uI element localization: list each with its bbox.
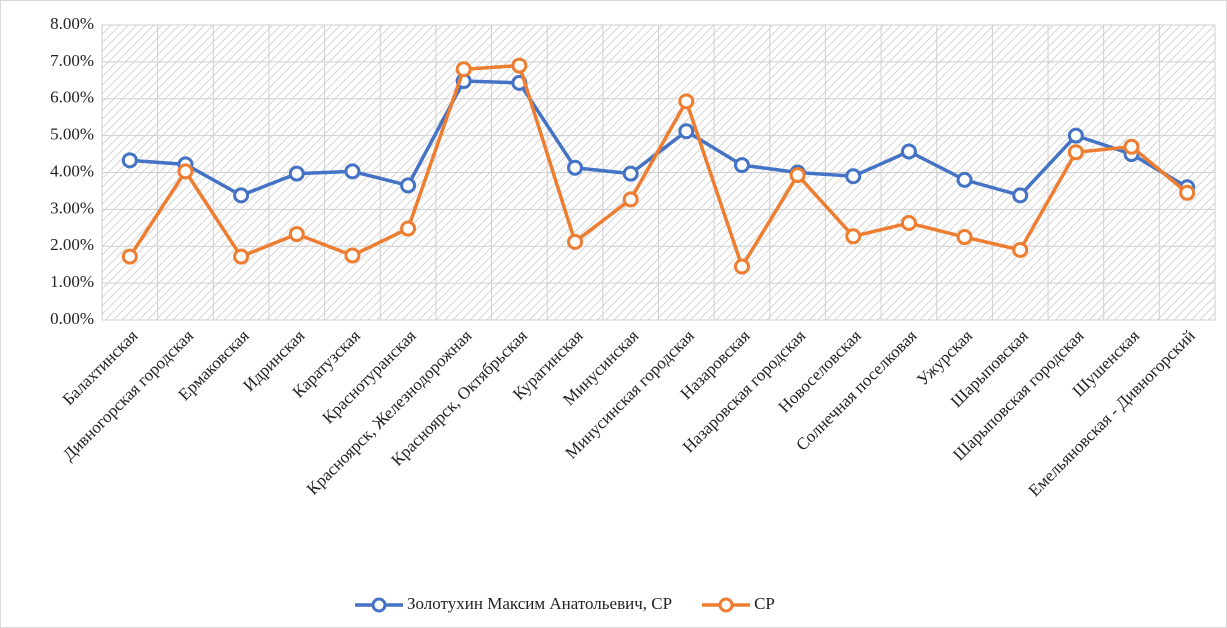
point bbox=[400, 177, 417, 194]
legend-label: СР bbox=[754, 594, 775, 613]
point bbox=[177, 163, 194, 180]
point bbox=[1123, 138, 1140, 155]
point bbox=[567, 233, 584, 250]
point bbox=[1012, 241, 1029, 258]
point bbox=[233, 248, 250, 265]
series-line bbox=[128, 63, 1189, 269]
y-tick-label: 2.00% bbox=[50, 235, 94, 254]
point bbox=[121, 152, 138, 169]
point bbox=[1012, 187, 1029, 204]
point bbox=[845, 228, 862, 245]
point bbox=[344, 247, 361, 264]
point bbox=[121, 248, 138, 265]
y-tick-label: 6.00% bbox=[50, 88, 94, 107]
y-tick-label: 3.00% bbox=[50, 198, 94, 217]
point bbox=[288, 165, 305, 182]
point bbox=[1067, 127, 1084, 144]
legend-label: Золотухин Максим Анатольевич, СР bbox=[407, 594, 672, 613]
point bbox=[733, 157, 750, 174]
point bbox=[622, 165, 639, 182]
point bbox=[288, 226, 305, 243]
point bbox=[900, 143, 917, 160]
y-tick-label: 0.00% bbox=[50, 309, 94, 328]
legend-marker bbox=[718, 597, 734, 613]
point bbox=[511, 57, 528, 74]
point bbox=[455, 61, 472, 78]
point bbox=[622, 191, 639, 208]
point bbox=[733, 258, 750, 275]
point bbox=[233, 187, 250, 204]
point bbox=[956, 229, 973, 246]
y-tick-label: 1.00% bbox=[50, 272, 94, 291]
point bbox=[344, 163, 361, 180]
point bbox=[678, 93, 695, 110]
point bbox=[956, 171, 973, 188]
point bbox=[567, 159, 584, 176]
y-tick-label: 7.00% bbox=[50, 51, 94, 70]
point bbox=[845, 168, 862, 185]
point bbox=[789, 167, 806, 184]
point bbox=[400, 220, 417, 237]
point bbox=[900, 215, 917, 232]
point bbox=[1179, 184, 1196, 201]
point bbox=[678, 123, 695, 140]
y-tick-label: 8.00% bbox=[50, 14, 94, 33]
y-tick-label: 4.00% bbox=[50, 161, 94, 180]
legend-marker bbox=[371, 597, 387, 613]
point bbox=[1067, 144, 1084, 161]
y-tick-label: 5.00% bbox=[50, 125, 94, 144]
